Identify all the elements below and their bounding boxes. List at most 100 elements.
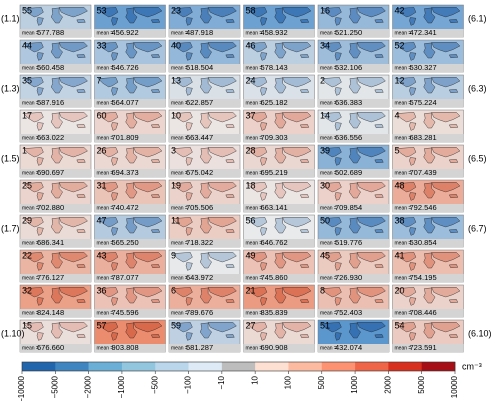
continent — [199, 287, 212, 304]
continent — [448, 264, 459, 269]
antarctica-band — [318, 239, 389, 247]
continent — [58, 7, 88, 18]
mean-value: 676.660 — [37, 343, 64, 352]
continent — [356, 252, 386, 263]
colorbar-tick-label: −100 — [184, 375, 193, 394]
antarctica-band — [20, 274, 91, 282]
mean-label: mean = — [320, 170, 337, 176]
continent — [321, 252, 342, 263]
continent — [225, 229, 235, 234]
continent — [356, 77, 386, 88]
colorbar-segment — [321, 362, 356, 371]
continent — [409, 227, 417, 236]
mean-value: 646.762 — [261, 238, 288, 247]
map-panel: 36 mean =745.596 — [94, 284, 166, 318]
continent — [356, 287, 386, 298]
continent — [172, 182, 193, 193]
continent — [274, 217, 287, 234]
mean-label: mean = — [22, 100, 39, 106]
antarctica-band — [20, 309, 91, 317]
panel-id: 35 — [22, 75, 32, 85]
continent — [374, 19, 384, 24]
continent — [172, 287, 193, 298]
row-label-left: (1.5) — [1, 153, 20, 163]
continent — [274, 182, 287, 199]
mean-value: 587.916 — [37, 98, 64, 107]
continent — [133, 77, 163, 88]
map-panel: 12 mean =575.224 — [392, 74, 464, 108]
panel-id: 45 — [320, 250, 330, 260]
antarctica-band — [318, 169, 389, 177]
map-panel: 46 mean =578.143 — [243, 39, 315, 73]
colorbar-tick-label: −500 — [150, 375, 159, 394]
map-panel: 14 mean =636.556 — [317, 109, 390, 143]
mean-label: mean = — [97, 310, 114, 316]
mean-label: mean = — [246, 310, 263, 316]
continent — [299, 299, 310, 304]
continent — [448, 89, 459, 94]
continent — [111, 157, 119, 166]
continent — [111, 297, 119, 306]
continent — [23, 147, 44, 158]
continent — [97, 182, 119, 193]
mean-value: 776.127 — [37, 273, 64, 282]
antarctica-band — [318, 134, 389, 142]
mean-label: mean = — [246, 65, 263, 71]
antarctica-band — [243, 239, 315, 247]
panel-id: 8 — [320, 285, 325, 295]
continent — [185, 192, 193, 201]
panel-id: 25 — [22, 180, 32, 190]
continent — [246, 42, 268, 53]
continent — [431, 322, 461, 333]
continent — [299, 19, 310, 24]
colorbar-tick-label: −5000 — [50, 375, 59, 398]
continent — [431, 42, 461, 53]
antarctica-band — [169, 99, 240, 107]
continent — [50, 252, 63, 269]
continent — [348, 42, 361, 59]
mean-label: mean = — [97, 100, 114, 106]
continent — [274, 322, 287, 339]
continent — [348, 322, 361, 339]
mean-value: 683.281 — [410, 133, 437, 142]
panel-id: 57 — [97, 320, 107, 330]
mean-value: 903.808 — [112, 343, 139, 352]
mean-label: mean = — [395, 310, 412, 316]
antarctica-band — [94, 204, 166, 212]
colorbar-tick-label: 10000 — [450, 375, 459, 398]
antarctica-band — [243, 344, 315, 352]
antarctica-band — [243, 169, 315, 177]
continent — [409, 122, 417, 131]
continent — [356, 217, 386, 228]
panel-id: 13 — [171, 75, 181, 85]
continent — [321, 42, 342, 53]
antarctica-band — [318, 99, 389, 107]
antarctica-band — [20, 239, 91, 247]
continent — [448, 159, 459, 164]
continent — [448, 229, 459, 234]
mean-value: 643.972 — [186, 273, 213, 282]
continent — [299, 159, 310, 164]
antarctica-band — [243, 274, 315, 282]
continent — [260, 192, 268, 201]
continent — [97, 42, 119, 53]
row-label-left: (1.1) — [1, 13, 20, 23]
mean-value: 458.932 — [261, 28, 288, 37]
continent — [36, 87, 44, 96]
continent — [395, 182, 417, 193]
mean-value: 625.182 — [261, 98, 288, 107]
continent — [185, 122, 193, 131]
continent — [199, 7, 212, 24]
mean-label: mean = — [320, 65, 337, 71]
mean-label: mean = — [97, 275, 114, 281]
mean-value: 622.857 — [186, 98, 213, 107]
mean-label: mean = — [395, 135, 412, 141]
mean-value: 694.373 — [112, 168, 139, 177]
continent — [282, 42, 312, 53]
continent — [423, 252, 436, 269]
map-panel: 26 mean =694.373 — [94, 144, 166, 178]
antarctica-band — [392, 274, 464, 282]
continent — [225, 299, 235, 304]
row-label-right: (6.7) — [468, 223, 487, 233]
panel-id: 21 — [246, 285, 256, 295]
